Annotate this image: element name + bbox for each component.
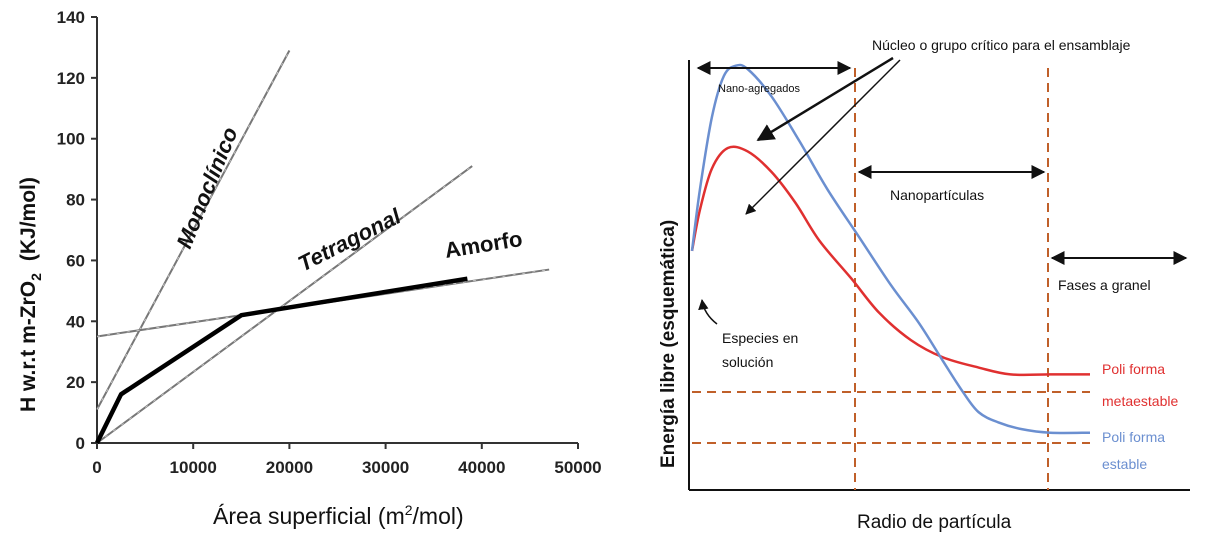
- left-chart: 0 20 40 60 80 100 120 140 0 10000 20000 30000 40000…: [17, 8, 602, 529]
- left-x-tick-label: 30000: [362, 458, 409, 477]
- label-meta-1: Poli forma: [1102, 361, 1165, 377]
- left-y-tick-label: 20: [66, 373, 85, 392]
- line-amorfo-texture: [96, 269, 550, 337]
- left-x-tick-label: 0: [92, 458, 101, 477]
- left-x-ticks: 0 10000 20000 30000 40000 50000: [92, 443, 602, 477]
- left-series-lines: [94, 49, 550, 444]
- label-nanoparticulas: Nanopartículas: [890, 187, 984, 203]
- left-y-tick-label: 60: [66, 251, 85, 270]
- left-y-tick-label: 0: [76, 434, 85, 453]
- label-estable-1: Poli forma: [1102, 429, 1165, 445]
- arrow-especies: [698, 298, 718, 325]
- label-especies-1: Especies en: [722, 330, 798, 346]
- label-monoclinico: Monoclínico: [171, 124, 242, 252]
- right-series-curves: [690, 63, 1091, 435]
- label-nano-agregados: Nano-agregados: [718, 83, 800, 95]
- left-y-tick-label: 100: [57, 130, 85, 149]
- curve-metastable: [690, 145, 1090, 377]
- left-y-tick-label: 140: [57, 8, 85, 27]
- left-x-axis-label: Área superficial (m2/mol): [213, 502, 464, 529]
- left-y-ticks: 0 20 40 60 80 100 120 140: [57, 8, 97, 453]
- left-x-tick-label: 20000: [266, 458, 313, 477]
- left-y-axis-label: H w.r.t m-ZrO2(KJ/mol): [17, 177, 44, 412]
- label-estable-2: estable: [1102, 456, 1147, 472]
- left-axes: [96, 17, 578, 444]
- line-stable-envelope: [94, 276, 468, 444]
- left-x-tick-label: 40000: [458, 458, 505, 477]
- left-y-tick-label: 40: [66, 312, 85, 331]
- label-especies-2: solución: [722, 354, 773, 370]
- curve-stable: [690, 63, 1091, 435]
- right-y-axis-label: Energía libre (esquemática): [658, 220, 679, 468]
- label-nucleo: Núcleo o grupo crítico para el ensamblaj…: [872, 37, 1131, 53]
- left-x-tick-label: 10000: [170, 458, 217, 477]
- left-y-tick-label: 120: [57, 69, 85, 88]
- right-x-axis-label: Radio de partícula: [857, 512, 1012, 533]
- left-y-tick-label: 80: [66, 191, 85, 210]
- label-amorfo: Amorfo: [443, 226, 524, 263]
- label-meta-2: metaestable: [1102, 393, 1178, 409]
- arrow-nucleo-red: [745, 59, 901, 215]
- line-monoclinico: [96, 49, 291, 411]
- label-fases: Fases a granel: [1058, 277, 1151, 293]
- label-tetragonal: Tetragonal: [294, 203, 406, 276]
- right-chart: Nano-agregados Núcleo o grupo crítico pa…: [658, 37, 1190, 533]
- line-tetragonal: [96, 165, 473, 444]
- left-x-tick-label: 50000: [554, 458, 601, 477]
- arrow-nucleo-blue: [756, 56, 894, 142]
